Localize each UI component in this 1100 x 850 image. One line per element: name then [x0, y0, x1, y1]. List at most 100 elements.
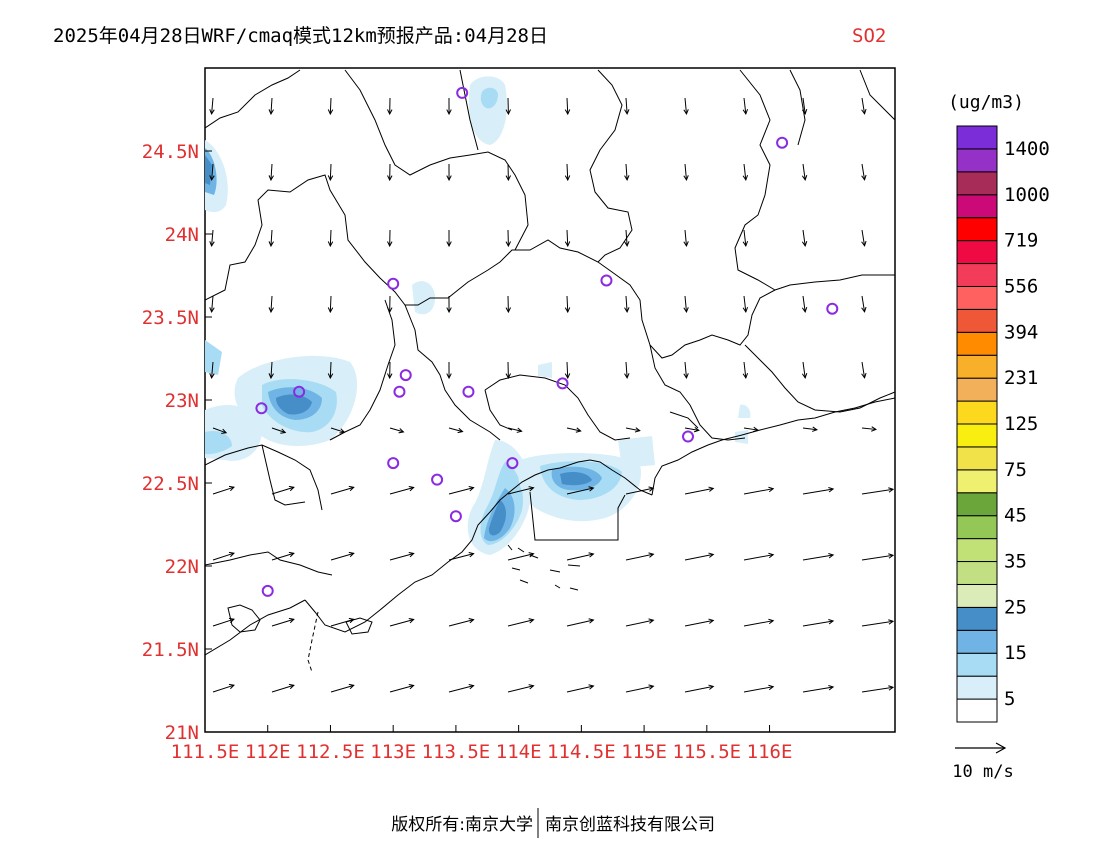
wind-arrow-head [768, 486, 775, 493]
wind-arrow-head [708, 618, 715, 624]
wind-arrow [743, 97, 747, 114]
station-marker [776, 136, 789, 149]
wind-legend-label: 10 m/s [952, 762, 1013, 782]
wind-arrow [802, 361, 806, 378]
wind-arrow [507, 619, 534, 627]
wind-arrow [507, 685, 534, 693]
wind-arrow [802, 295, 806, 312]
wind-arrow-head [801, 306, 808, 313]
x-tick-label: 114E [496, 741, 542, 763]
wind-arrow [625, 295, 628, 312]
wind-arrow [448, 619, 474, 627]
colorbar-swatch [956, 423, 998, 448]
station-marker [600, 274, 613, 287]
colorbar-swatch [956, 629, 998, 654]
wind-arrow-head [768, 684, 775, 691]
wind-arrow-head [280, 428, 287, 434]
wind-arrow [743, 361, 747, 378]
wind-arrow-head [742, 241, 749, 247]
wind-arrow-head [387, 109, 393, 116]
wind-arrow [625, 229, 628, 246]
wind-arrow [566, 619, 594, 627]
y-tick-label: 21.5N [142, 639, 199, 661]
wind-arrow [507, 427, 522, 432]
wind-arrow-head [468, 486, 475, 492]
wind-arrow-head [209, 241, 215, 248]
wind-arrow [625, 619, 654, 627]
colorbar-swatch [956, 308, 998, 333]
wind-arrow-head [268, 241, 274, 248]
map-title-text: 2025年04月28日WRF/cmaq模式12km预报产品:04月28日 [53, 25, 548, 47]
wind-arrow-head [268, 109, 274, 116]
wind-arrow-head [624, 373, 630, 380]
wind-arrow [802, 427, 817, 431]
wind-arrow [211, 163, 214, 180]
wind-arrow-head [408, 683, 415, 690]
wind-arrow [566, 229, 569, 247]
colorbar-swatch [956, 446, 998, 471]
wind-arrow-head [588, 684, 595, 690]
wind-arrow-head [624, 109, 630, 116]
colorbar-swatch [956, 561, 998, 585]
wind-arrow [684, 97, 687, 114]
colorbar-swatches [956, 125, 998, 723]
wind-arrow [625, 427, 640, 432]
wind-arrow-head [768, 552, 775, 559]
y-tick-label: 24N [165, 224, 199, 246]
station-marker [255, 402, 268, 415]
wind-arrow-head [408, 617, 415, 624]
wind-arrow [861, 427, 876, 430]
wind-arrow-head [648, 552, 655, 558]
colorbar-swatch [956, 400, 998, 425]
wind-arrow [625, 163, 628, 180]
x-tick-label: 116E [747, 741, 793, 763]
colorbar-unit: (ug/m3) [948, 92, 1024, 113]
wind-arrow-head [228, 485, 235, 492]
wind-arrow [743, 554, 774, 561]
wind-arrow-head [505, 175, 512, 182]
wind-arrow-head [742, 307, 749, 313]
wind-arrow-head [564, 175, 571, 182]
footer-company: 南京创蓝科技有限公司 [545, 815, 715, 835]
colorbar-swatch [956, 469, 998, 494]
wind-arrow [625, 685, 654, 693]
wind-arrow [743, 427, 758, 431]
wind-arrow-head [528, 486, 535, 492]
wind-arrow-head [742, 373, 749, 379]
wind-arrow [743, 229, 747, 246]
colorbar-label: 15 [1004, 642, 1027, 664]
wind-arrow-head [648, 486, 655, 492]
wind-arrow-head [742, 109, 749, 115]
wind-arrow-head [564, 241, 571, 248]
wind-arrow [861, 229, 866, 246]
wind-arrow [861, 554, 894, 561]
colorbar-swatch [956, 285, 998, 310]
wind-arrow-head [228, 551, 235, 558]
wind-arrow [270, 163, 273, 180]
colorbar-swatch [956, 125, 998, 150]
y-tick-label: 21N [165, 722, 199, 744]
wind-arrow [684, 427, 699, 431]
wind-arrow [330, 618, 354, 627]
wind-arrow-head [648, 618, 655, 624]
colorbar-swatch [956, 263, 998, 287]
wind-arrow [802, 229, 806, 246]
wind-arrow [329, 229, 332, 247]
x-tick-label: 114.5E [547, 741, 616, 763]
wind-arrow-head [683, 175, 689, 182]
colorbar-swatch [956, 354, 998, 379]
wind-legend: 10 m/s [952, 742, 1014, 782]
wind-arrow [684, 685, 714, 693]
wind-arrow [625, 97, 628, 114]
station-marker [393, 385, 406, 398]
colorbar-label: 556 [1004, 275, 1038, 297]
wind-arrow-head [446, 307, 452, 314]
station-marker [387, 457, 400, 470]
x-tick-label: 111.5E [171, 741, 240, 763]
wind-arrow [802, 686, 834, 693]
station-marker [506, 457, 519, 470]
wind-arrow-head [888, 487, 895, 493]
wind-arrow-head [624, 175, 630, 182]
wind-arrow [330, 684, 354, 693]
map-title: 2025年04月28日WRF/cmaq模式12km预报产品:04月28日 [53, 25, 548, 47]
